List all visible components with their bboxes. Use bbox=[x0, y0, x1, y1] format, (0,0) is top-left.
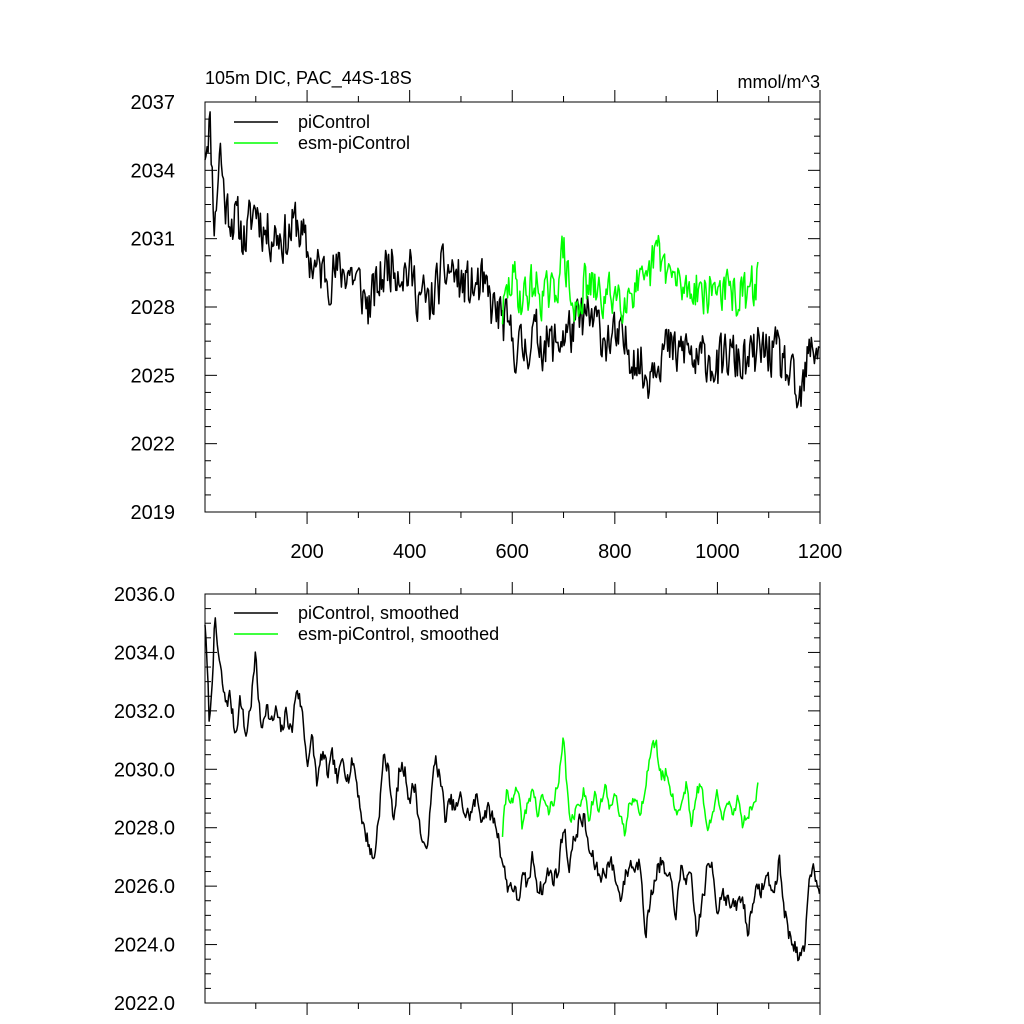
bottom-y-tick-label: 2028.0 bbox=[114, 818, 175, 840]
legend-label-esm-picontrol-smoothed: esm-piControl, smoothed bbox=[298, 624, 499, 644]
top-series-group bbox=[204, 111, 820, 409]
chart-units: mmol/m^3 bbox=[738, 72, 820, 92]
legend-label-picontrol: piControl bbox=[298, 112, 370, 132]
series-line-picontrol bbox=[204, 111, 820, 409]
bottom-y-tick-label: 2026.0 bbox=[114, 876, 175, 898]
top-y-tick-label: 2025 bbox=[131, 365, 176, 387]
series-line-esm-picontrol bbox=[501, 234, 759, 325]
legend-label-esm-picontrol: esm-piControl bbox=[298, 133, 410, 153]
top-x-tick-label: 600 bbox=[496, 541, 529, 563]
bottom-tick-group: 2022.0 2024.0 2026.0 2028.0 2030.0 2032.0 2034… bbox=[114, 582, 821, 1015]
bottom-y-tick-label: 2036.0 bbox=[114, 584, 175, 606]
top-tick-group: 2019 2022 2025 2028 2031 2034 2037 200 400 600 800… bbox=[131, 90, 843, 563]
bottom-series-group bbox=[204, 617, 821, 962]
bottom-y-tick-label: 2030.0 bbox=[114, 759, 175, 781]
top-y-tick-label: 2019 bbox=[131, 502, 176, 524]
top-x-tick-label: 400 bbox=[393, 541, 426, 563]
panel-top: 105m DIC, PAC_44S-18S mmol/m^3 201920222… bbox=[131, 68, 843, 563]
top-y-tick-label: 2037 bbox=[131, 92, 176, 114]
bottom-y-tick-label: 2032.0 bbox=[114, 701, 175, 723]
top-x-tick-label: 200 bbox=[290, 541, 323, 563]
top-y-tick-label: 2034 bbox=[131, 160, 176, 182]
top-x-tick-label: 800 bbox=[598, 541, 631, 563]
panel-bottom: 2022.0 2024.0 2026.0 2028.0 2030.0 2032.0 2034… bbox=[114, 582, 821, 1015]
top-x-tick-label: 1000 bbox=[695, 541, 740, 563]
top-y-tick-label: 2022 bbox=[131, 434, 176, 456]
top-x-tick-label: 1200 bbox=[798, 541, 843, 563]
series-line-picontrol-smoothed bbox=[204, 617, 821, 962]
top-plot-frame bbox=[204, 101, 821, 513]
bottom-y-tick-label: 2034.0 bbox=[114, 642, 175, 664]
top-legend: piControl esm-piControl bbox=[234, 112, 410, 153]
bottom-y-tick-label: 2024.0 bbox=[114, 935, 175, 957]
top-y-tick-label: 2028 bbox=[131, 297, 176, 319]
bottom-y-tick-label: 2022.0 bbox=[114, 993, 175, 1015]
legend-label-picontrol-smoothed: piControl, smoothed bbox=[298, 603, 459, 623]
top-y-tick-label: 2031 bbox=[131, 229, 176, 251]
series-line-esm-picontrol-smoothed bbox=[501, 737, 759, 837]
bottom-legend: piControl, smoothed esm-piControl, smoot… bbox=[234, 603, 499, 644]
chart-title: 105m DIC, PAC_44S-18S bbox=[205, 68, 412, 89]
bottom-plot-frame bbox=[204, 593, 821, 1004]
